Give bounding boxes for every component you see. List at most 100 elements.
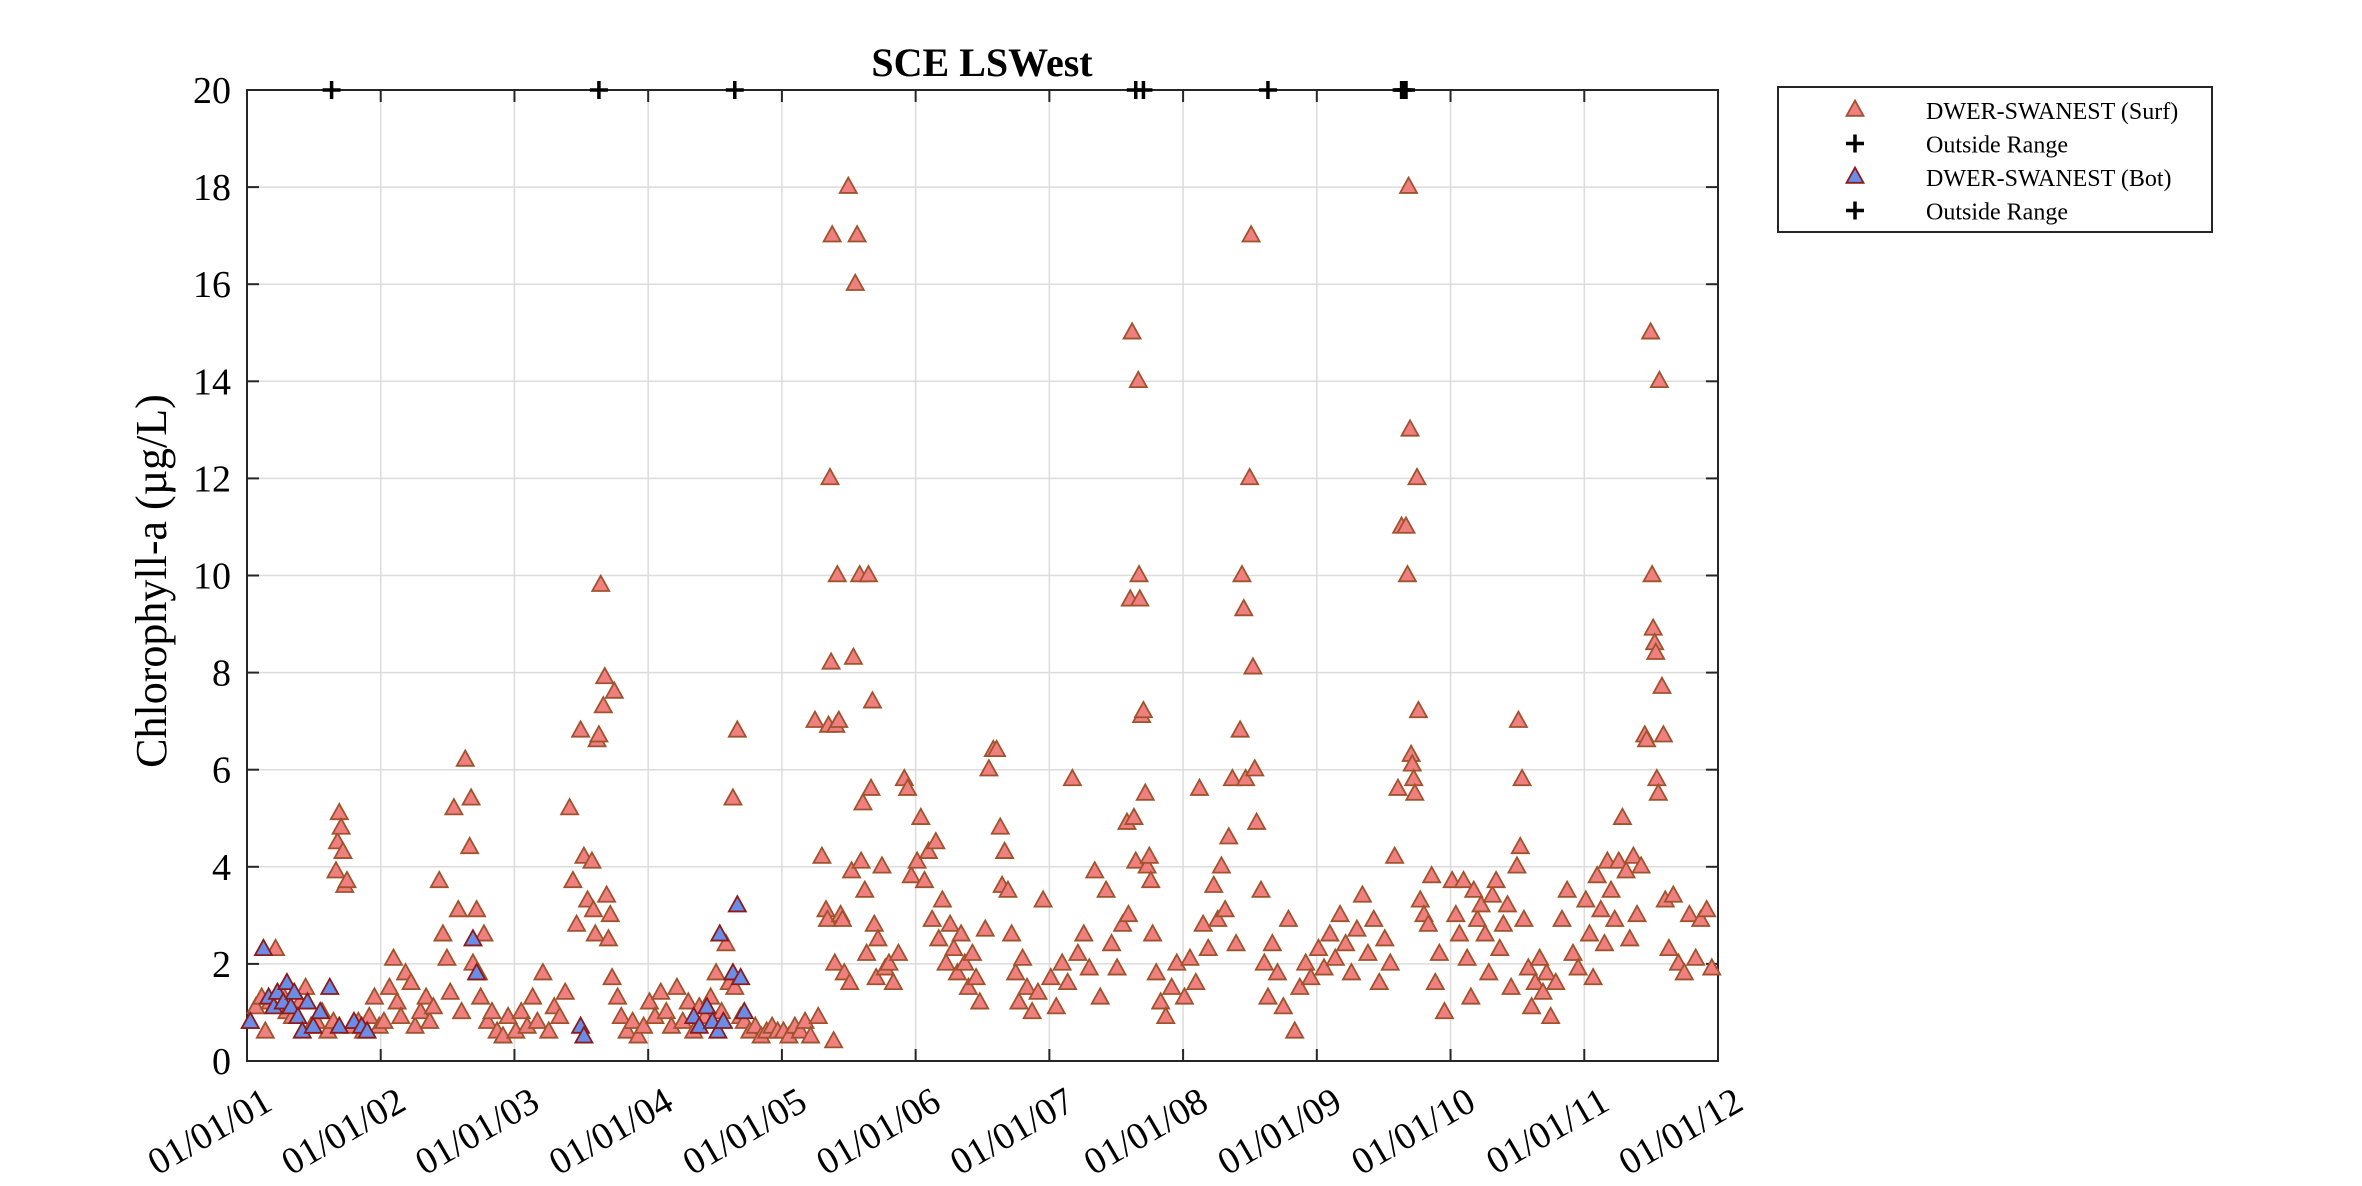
data-point xyxy=(928,928,949,947)
data-point xyxy=(1521,996,1542,1015)
data-point xyxy=(1222,768,1243,787)
data-point xyxy=(914,870,935,889)
data-point xyxy=(1518,957,1539,976)
data-point xyxy=(1402,753,1423,772)
data-point xyxy=(709,923,730,942)
data-point xyxy=(1449,923,1470,942)
data-point xyxy=(1096,879,1117,898)
legend-marker xyxy=(1844,165,1866,184)
data-point xyxy=(932,889,953,908)
data-point xyxy=(1008,991,1029,1010)
data-point xyxy=(1583,967,1604,986)
data-point xyxy=(843,646,864,665)
data-point xyxy=(1369,971,1390,991)
data-point xyxy=(1203,874,1224,893)
data-point xyxy=(566,913,587,932)
marks-layer xyxy=(240,81,1722,1049)
data-point xyxy=(570,719,591,738)
data-point xyxy=(1562,942,1584,961)
data-point xyxy=(1497,894,1518,913)
data-point xyxy=(1067,942,1088,961)
y-axis-label: Chlorophyll-a (µg/L) xyxy=(127,394,176,768)
data-point xyxy=(730,967,751,986)
data-point xyxy=(1525,971,1546,991)
data-point xyxy=(1651,675,1673,694)
data-point xyxy=(1460,986,1481,1005)
data-point xyxy=(1674,962,1695,981)
data-point xyxy=(1493,913,1514,932)
data-point xyxy=(804,709,825,728)
legend-marker xyxy=(1844,98,1866,117)
data-point xyxy=(1137,855,1158,874)
data-point xyxy=(598,928,619,947)
data-point xyxy=(1073,923,1094,942)
data-point xyxy=(1690,908,1711,927)
data-point xyxy=(1273,996,1294,1015)
data-point xyxy=(329,1015,350,1034)
data-point xyxy=(1696,899,1717,918)
data-point xyxy=(1653,724,1674,743)
data-point xyxy=(1540,1005,1561,1025)
data-point xyxy=(1398,175,1419,194)
chart-title: SCE LSWest xyxy=(871,40,1093,85)
data-point xyxy=(1129,564,1150,583)
data-point xyxy=(734,1001,755,1020)
data-point xyxy=(481,1001,503,1020)
data-point xyxy=(332,840,353,859)
y-tick-label: 2 xyxy=(212,944,231,986)
data-point xyxy=(459,836,480,855)
data-point xyxy=(1150,991,1171,1010)
data-point xyxy=(1510,836,1531,855)
data-point xyxy=(1612,806,1633,825)
data-point xyxy=(1257,986,1278,1005)
data-point xyxy=(1284,1020,1305,1039)
data-point xyxy=(847,224,868,243)
data-point xyxy=(265,937,286,957)
data-point xyxy=(1486,870,1507,889)
data-point xyxy=(1215,899,1236,918)
data-point xyxy=(255,1020,276,1039)
legend-marker xyxy=(1846,134,1864,153)
data-point xyxy=(1445,904,1466,923)
data-point xyxy=(329,802,350,821)
data-point xyxy=(832,908,853,927)
data-point xyxy=(639,991,660,1010)
data-point xyxy=(594,666,615,685)
data-point xyxy=(1640,321,1661,340)
data-point xyxy=(871,855,893,874)
data-point xyxy=(1313,957,1335,976)
data-point xyxy=(325,860,347,879)
data-point xyxy=(1308,937,1329,957)
data-point xyxy=(839,971,860,991)
data-point xyxy=(1478,962,1499,981)
data-point xyxy=(423,996,444,1015)
data-point xyxy=(310,1001,331,1020)
plot-frame xyxy=(246,89,1719,1062)
data-point xyxy=(727,894,748,913)
y-tick-label: 8 xyxy=(212,653,231,695)
data-point xyxy=(359,1005,380,1025)
data-point xyxy=(455,748,476,767)
data-point xyxy=(866,967,887,986)
data-point xyxy=(1242,656,1263,675)
data-point xyxy=(727,719,748,738)
data-point xyxy=(1400,418,1421,437)
data-point xyxy=(819,467,841,486)
data-point xyxy=(588,724,609,743)
data-point xyxy=(1112,913,1133,932)
y-tick-label: 16 xyxy=(193,264,231,306)
data-point xyxy=(373,1010,394,1029)
series-2-dwer-swanest-bot xyxy=(240,894,755,1044)
data-point xyxy=(910,806,931,825)
data-point xyxy=(878,952,899,971)
data-point xyxy=(943,937,964,957)
data-point xyxy=(706,962,727,981)
data-point xyxy=(429,870,450,889)
data-point xyxy=(1235,768,1256,787)
data-point xyxy=(1346,918,1367,937)
data-point xyxy=(1642,564,1663,583)
data-point xyxy=(1408,700,1429,719)
data-point xyxy=(936,952,957,971)
y-tick-label: 4 xyxy=(212,847,231,889)
